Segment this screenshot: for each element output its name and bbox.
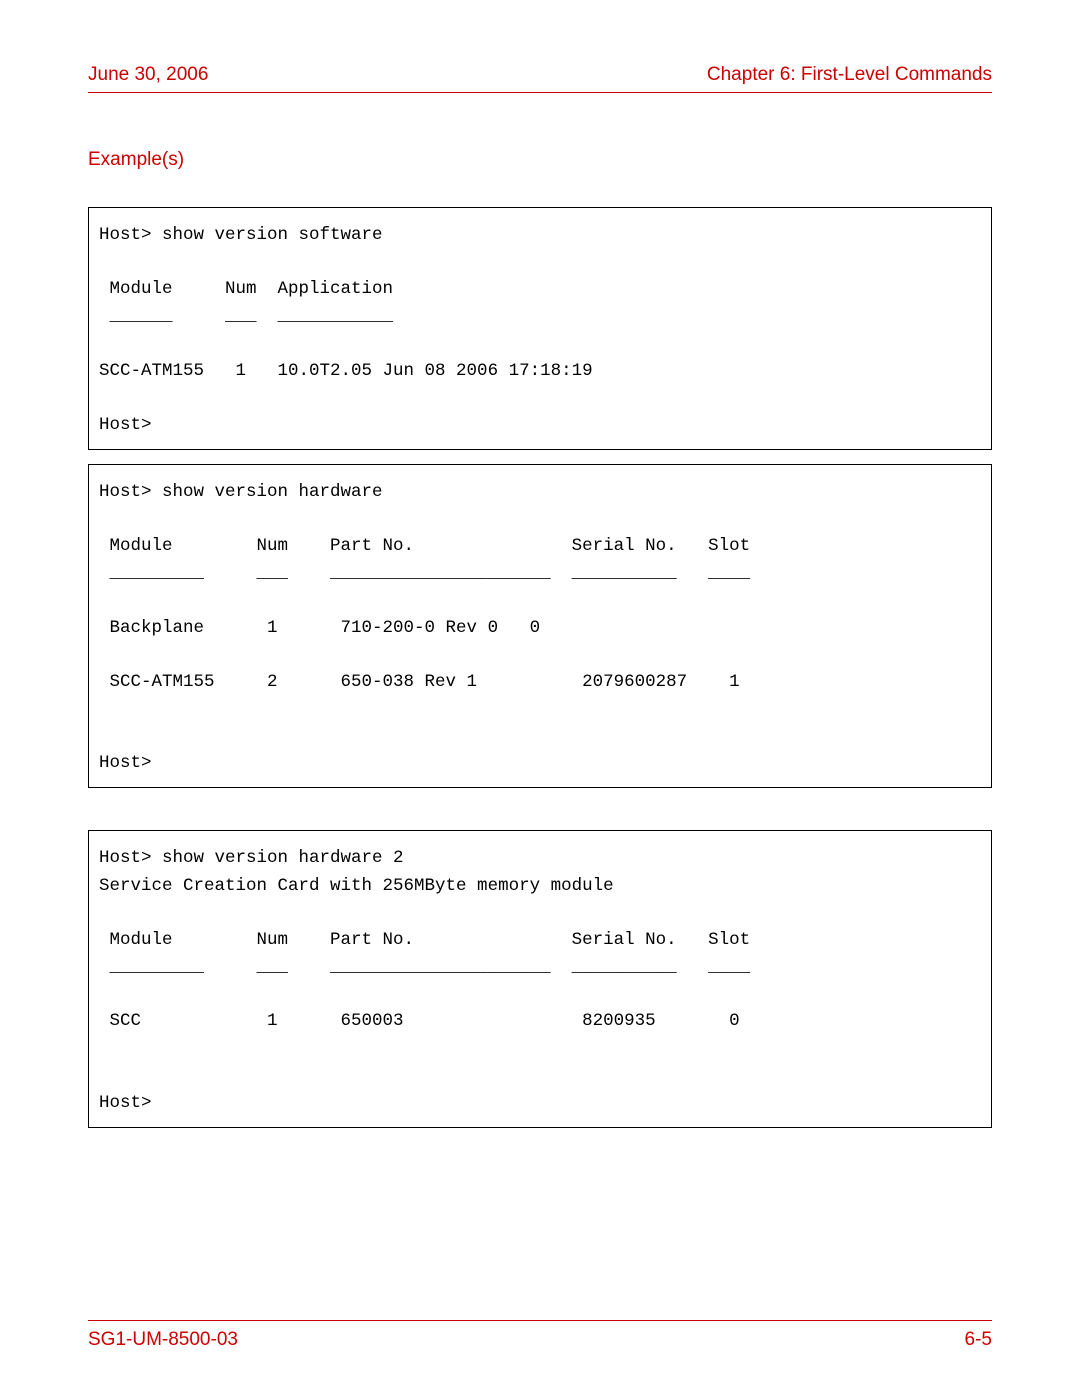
footer-row: SG1-UM-8500-03 6-5 xyxy=(88,1329,992,1351)
terminal-block-2: Host> show version hardware Module Num P… xyxy=(88,464,992,788)
code-line: ______ ___ ___________ xyxy=(99,306,393,326)
terminal-block-3: Host> show version hardware 2 Service Cr… xyxy=(88,830,992,1127)
code-line: Backplane 1 710-200-0 Rev 0 0 xyxy=(99,618,540,638)
header-date: June 30, 2006 xyxy=(88,64,208,86)
code-line: Host> show version hardware xyxy=(99,482,383,502)
footer-page-number: 6-5 xyxy=(965,1329,992,1351)
code-line: Service Creation Card with 256MByte memo… xyxy=(99,876,614,896)
code-line: _________ ___ _____________________ ____… xyxy=(99,563,750,583)
code-line: _________ ___ _____________________ ____… xyxy=(99,957,750,977)
code-line: SCC 1 650003 8200935 0 xyxy=(99,1011,740,1031)
code-line: Host> xyxy=(99,415,152,435)
terminal-block-1: Host> show version software Module Num A… xyxy=(88,207,992,450)
code-line: Host> show version hardware 2 xyxy=(99,848,404,868)
footer-rule xyxy=(88,1320,992,1321)
code-line: Host> xyxy=(99,1093,152,1113)
code-line: Host> show version software xyxy=(99,225,383,245)
code-line: Host> xyxy=(99,753,152,773)
page-content: June 30, 2006 Chapter 6: First-Level Com… xyxy=(0,0,1080,1128)
code-line: SCC-ATM155 1 10.0T2.05 Jun 08 2006 17:18… xyxy=(99,361,593,381)
section-heading: Example(s) xyxy=(88,149,992,171)
footer-doc-id: SG1-UM-8500-03 xyxy=(88,1329,238,1351)
code-line: SCC-ATM155 2 650-038 Rev 1 2079600287 1 xyxy=(99,672,740,692)
page-footer: SG1-UM-8500-03 6-5 xyxy=(88,1320,992,1351)
page-header: June 30, 2006 Chapter 6: First-Level Com… xyxy=(88,64,992,93)
code-line: Module Num Part No. Serial No. Slot xyxy=(99,930,750,950)
code-line: Module Num Application xyxy=(99,279,393,299)
code-line: Module Num Part No. Serial No. Slot xyxy=(99,536,750,556)
header-chapter: Chapter 6: First-Level Commands xyxy=(707,64,992,86)
